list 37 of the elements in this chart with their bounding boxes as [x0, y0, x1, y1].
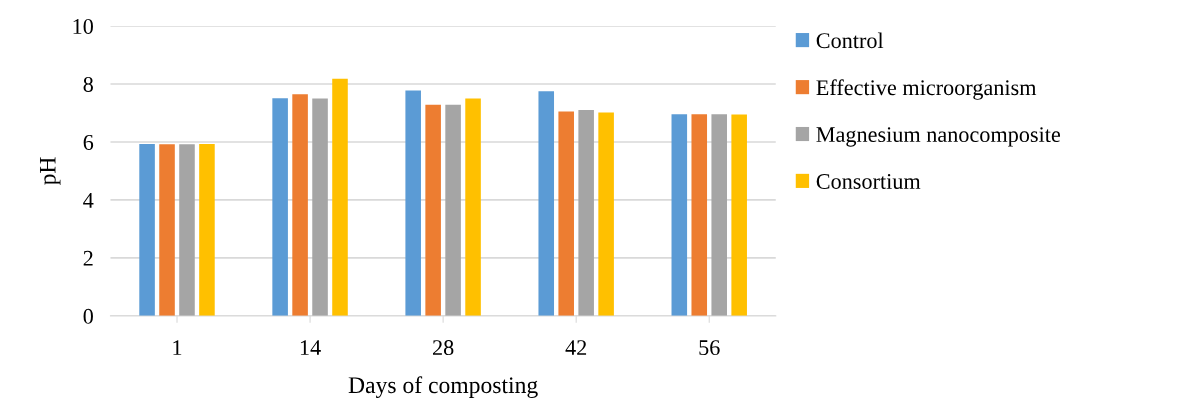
bar [139, 143, 155, 316]
bar [199, 143, 215, 316]
y-tick-label: 8 [83, 76, 93, 92]
y-tick-label: 4 [83, 193, 94, 208]
x-tick-label: 28 [432, 340, 454, 356]
x-tick-label: 1 [173, 340, 182, 355]
bar [332, 78, 348, 316]
bar [731, 114, 747, 316]
legend-label: Magnesium nanocomposite [816, 127, 1061, 147]
bar [691, 114, 708, 316]
bar [159, 144, 175, 316]
y-axis-title: pH [39, 157, 61, 185]
y-tick-label: 0 [83, 308, 93, 324]
bar [598, 112, 614, 316]
x-tick-label: 56 [699, 340, 720, 356]
legend-label: Effective microorganism [816, 79, 1037, 100]
x-tick-label: 14 [300, 340, 321, 355]
bar [711, 114, 727, 316]
bar [312, 98, 328, 316]
legend-label: Consortium [816, 174, 921, 189]
bar [179, 144, 195, 316]
bar [538, 91, 555, 316]
bar [405, 90, 421, 316]
bar [425, 104, 441, 316]
bar [445, 104, 461, 316]
bar [578, 110, 594, 316]
y-tick-label: 2 [83, 250, 93, 266]
bar [292, 94, 308, 316]
y-tick-label: 6 [83, 134, 94, 150]
y-tick-label: 10 [73, 18, 93, 34]
bar [558, 111, 574, 316]
bar [465, 98, 481, 316]
x-tick-label: 42 [565, 340, 587, 355]
bar [671, 114, 688, 316]
bar [272, 98, 288, 316]
x-axis-title: Days of composting [348, 376, 538, 398]
legend-label: Control [816, 32, 884, 49]
